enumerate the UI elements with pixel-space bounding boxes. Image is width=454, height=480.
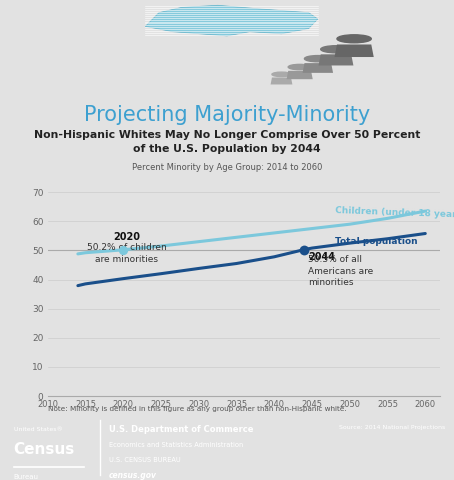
Circle shape	[305, 56, 331, 62]
Circle shape	[321, 46, 351, 53]
Text: Children (under 18 years): Children (under 18 years)	[335, 206, 454, 220]
Text: Projecting Majority-Minority: Projecting Majority-Minority	[84, 105, 370, 125]
Text: Note: Minority is defined in this figure as any group other than non-Hispanic wh: Note: Minority is defined in this figure…	[48, 406, 346, 412]
Circle shape	[288, 64, 311, 70]
Polygon shape	[145, 5, 318, 36]
Text: 50.2% of children
are minorities: 50.2% of children are minorities	[87, 243, 167, 264]
Text: U.S. Department of Commerce: U.S. Department of Commerce	[109, 425, 253, 434]
Polygon shape	[286, 71, 313, 79]
Text: 50.3% of all
Americans are
minorities: 50.3% of all Americans are minorities	[308, 255, 374, 288]
Text: U.S. CENSUS BUREAU: U.S. CENSUS BUREAU	[109, 456, 181, 463]
Text: United States®: United States®	[14, 427, 62, 432]
Text: Total population: Total population	[335, 237, 417, 246]
Circle shape	[337, 35, 371, 43]
Text: 2044: 2044	[308, 252, 335, 262]
Point	[301, 246, 308, 253]
Text: Economics and Statistics Administration: Economics and Statistics Administration	[109, 443, 243, 448]
Point	[119, 246, 127, 253]
Polygon shape	[271, 77, 292, 84]
Text: Source: 2014 National Projections: Source: 2014 National Projections	[339, 425, 445, 430]
Text: Bureau: Bureau	[14, 473, 39, 480]
Polygon shape	[302, 63, 333, 73]
Polygon shape	[319, 54, 353, 65]
Text: Non-Hispanic Whites May No Longer Comprise Over 50 Percent
of the U.S. Populatio: Non-Hispanic Whites May No Longer Compri…	[34, 130, 420, 154]
Circle shape	[272, 72, 291, 76]
Text: 2020: 2020	[114, 232, 140, 241]
Text: Percent Minority by Age Group: 2014 to 2060: Percent Minority by Age Group: 2014 to 2…	[132, 164, 322, 172]
Polygon shape	[335, 45, 374, 57]
Text: Census: Census	[14, 443, 75, 457]
Text: census.gov: census.gov	[109, 471, 157, 480]
